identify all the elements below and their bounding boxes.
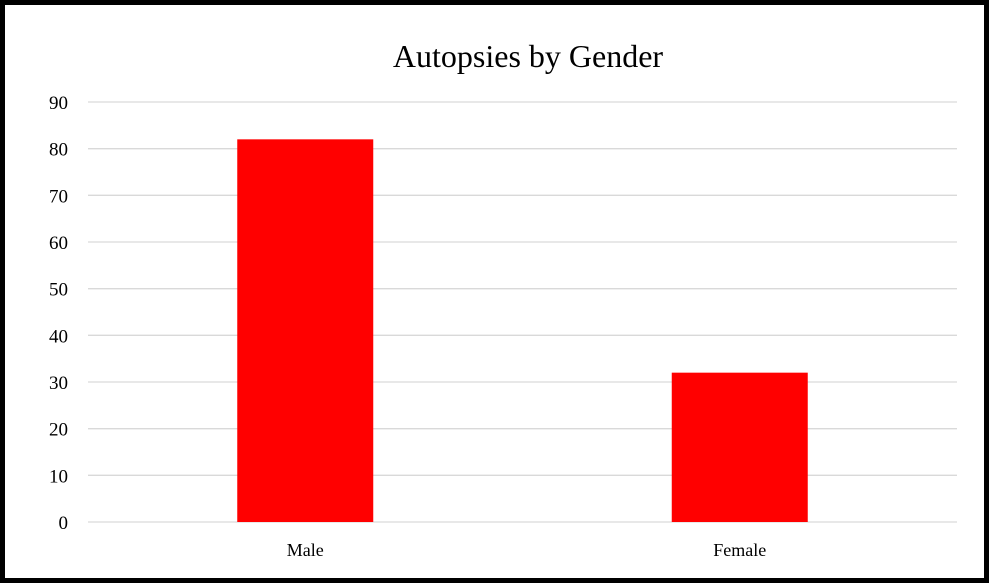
y-tick-label: 20	[49, 420, 68, 441]
y-tick-label: 0	[59, 513, 69, 534]
x-axis-category-labels: Male Female	[287, 540, 766, 560]
y-tick-label: 60	[49, 233, 68, 254]
bar-male	[237, 139, 374, 523]
y-tick-label: 50	[49, 280, 68, 301]
y-tick-label: 10	[49, 466, 68, 487]
x-category-label-female: Female	[713, 540, 766, 560]
bars	[237, 139, 808, 523]
y-axis-tick-labels: 0 10 20 30 40 50 60 70 80 90	[49, 93, 68, 534]
y-tick-label: 80	[49, 140, 68, 161]
y-tick-label: 70	[49, 186, 68, 207]
y-tick-label: 30	[49, 373, 68, 394]
y-tick-label: 90	[49, 93, 68, 114]
x-category-label-male: Male	[287, 540, 324, 560]
y-tick-label: 40	[49, 326, 68, 347]
bar-female	[671, 372, 808, 522]
gridlines	[88, 101, 957, 523]
chart-title: Autopsies by Gender	[393, 38, 664, 74]
